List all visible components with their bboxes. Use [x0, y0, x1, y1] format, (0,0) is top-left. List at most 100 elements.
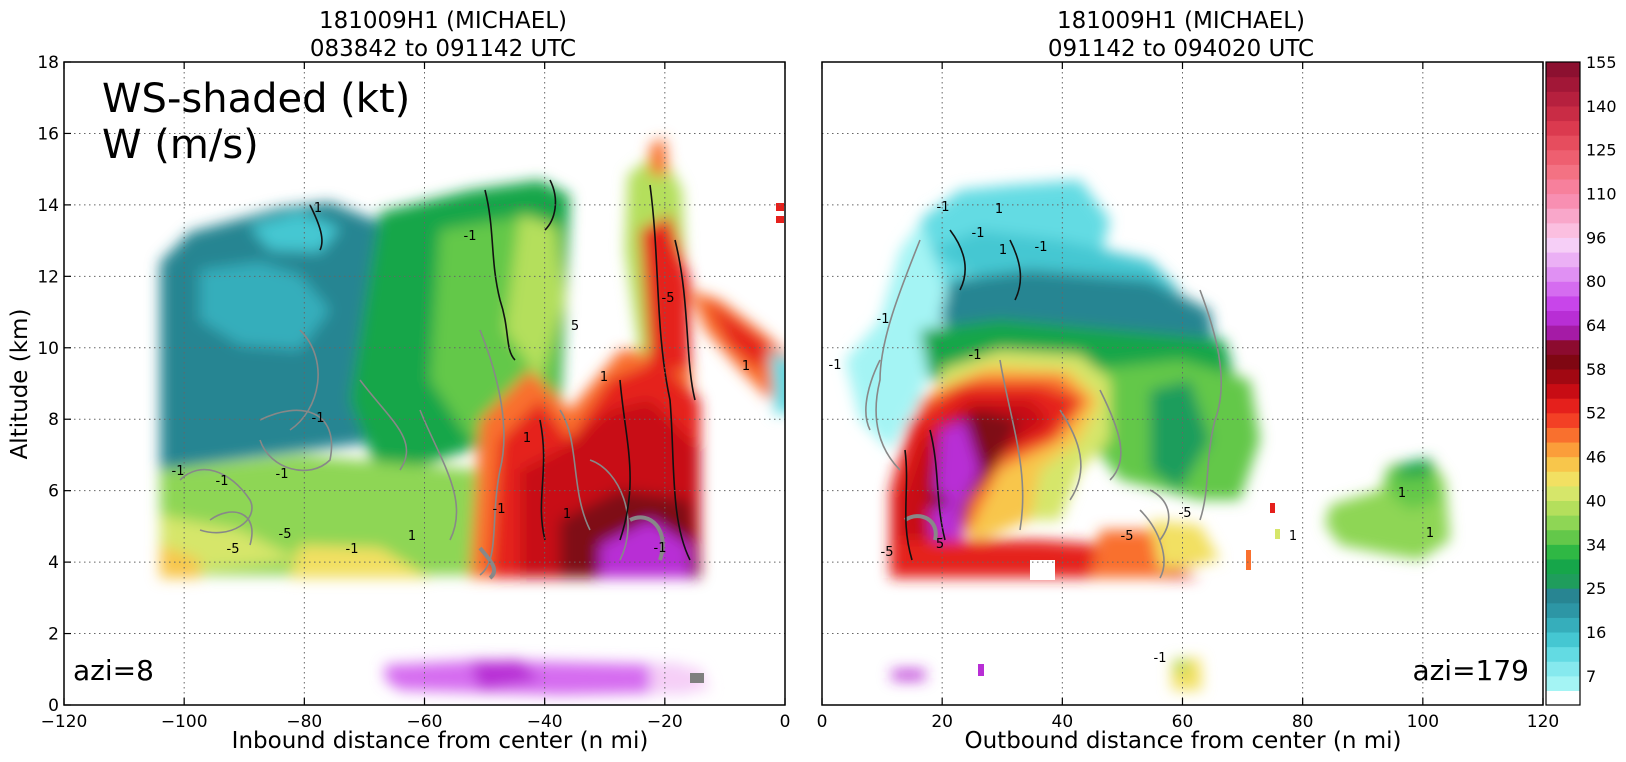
- contour-label: -5: [1179, 506, 1192, 521]
- colorbar-bin: [1546, 661, 1580, 677]
- colorbar-bin: [1546, 62, 1580, 78]
- colorbar-bin: [1546, 427, 1580, 443]
- contour-label: 5: [936, 537, 944, 552]
- contour-label: -5: [279, 527, 292, 542]
- colorbar-bin: [1546, 310, 1580, 326]
- inbound-y-ticks: 0 2 4 6 8 10 12 14 16 18: [37, 53, 71, 716]
- contour-label: -1: [1035, 240, 1048, 255]
- colorbar-bin: [1546, 573, 1580, 589]
- y-tick-label: 10: [37, 339, 59, 359]
- inbound-wind-field: [160, 138, 785, 695]
- colorbar-bin: [1546, 646, 1580, 662]
- outbound-wind-field: [845, 180, 1450, 690]
- colorbar-tick-label: 140: [1586, 97, 1617, 116]
- contour-label: -1: [493, 502, 506, 517]
- colorbar-bin: [1546, 222, 1580, 238]
- contour-label: 1: [999, 243, 1007, 258]
- y-tick-label: 14: [37, 196, 59, 216]
- contour-label: -1: [464, 229, 477, 244]
- colorbar-bin: [1546, 544, 1580, 560]
- inbound-panel: 181009H1 (MICHAEL) 083842 to 091142 UTC: [7, 8, 791, 754]
- y-tick-label: 8: [48, 410, 59, 430]
- x-tick-label: −100: [161, 712, 208, 732]
- y-tick-label: 12: [37, 267, 59, 287]
- contour-label: 1: [523, 431, 531, 446]
- colorbar-bin: [1546, 237, 1580, 253]
- inbound-grid: [64, 62, 785, 705]
- colorbar-bin: [1546, 485, 1580, 502]
- inbound-title-line2: 083842 to 091142 UTC: [310, 36, 576, 62]
- colorbar-bin: [1546, 456, 1580, 472]
- colorbar-bin: [1546, 164, 1580, 180]
- contour-label: 1: [314, 201, 322, 216]
- colorbar-tick-label: 7: [1586, 667, 1596, 686]
- inbound-contour-labels: 1 -1 -1 -1 -1 -1 -5 -5 -1 1 -1 1 5 -5 1 1 -1 1: [172, 201, 751, 557]
- colorbar-bin: [1546, 412, 1580, 428]
- contour-label: -1: [937, 200, 950, 215]
- y-axis-label: Altitude (km): [7, 309, 33, 460]
- contour-label: -5: [1121, 529, 1134, 544]
- x-tick-label: 60: [1172, 712, 1194, 732]
- colorbar-tick-label: 64: [1586, 316, 1606, 335]
- contour-label: -1: [172, 464, 185, 479]
- y-tick-label: 4: [48, 553, 59, 573]
- contour-label: -1: [654, 541, 667, 556]
- contour-label: 1: [1426, 526, 1434, 541]
- colorbar-bin: [1546, 91, 1580, 107]
- inbound-x-ticks: −120 −100 −80 −60 −40 −20 0: [41, 62, 791, 732]
- outbound-panel: 181009H1 (MICHAEL) 091142 to 094020 UTC: [817, 8, 1560, 754]
- x-tick-label: −60: [407, 712, 443, 732]
- y-tick-label: 0: [48, 696, 59, 716]
- contour-label: -5: [662, 291, 675, 306]
- colorbar-tick-label: 125: [1586, 141, 1617, 160]
- colorbar-tick-label: 155: [1586, 53, 1617, 72]
- outbound-grid: [822, 62, 1543, 705]
- colorbar-tick-label: 80: [1586, 272, 1606, 291]
- x-tick-label: 100: [1407, 712, 1439, 732]
- colorbar-tick-label: 25: [1586, 579, 1606, 598]
- colorbar-tick-label: 16: [1586, 623, 1606, 642]
- x-tick-label: −120: [41, 712, 88, 732]
- colorbar-tick-label: 96: [1586, 228, 1606, 247]
- x-tick-label: 40: [1052, 712, 1074, 732]
- contour-label: -1: [216, 474, 229, 489]
- colorbar-tick-label: 46: [1586, 448, 1606, 467]
- outbound-x-axis-label: Outbound distance from center (n mi): [965, 728, 1402, 754]
- x-tick-label: −20: [647, 712, 683, 732]
- x-tick-label: −80: [286, 712, 322, 732]
- colorbar-bin: [1546, 602, 1580, 618]
- colorbar-bin: [1546, 208, 1580, 224]
- colorbar-bin: [1546, 178, 1580, 195]
- contour-label: 1: [600, 370, 608, 385]
- colorbar-bin: [1546, 617, 1580, 633]
- colorbar-tick-label: 34: [1586, 535, 1606, 554]
- x-tick-label: 0: [780, 712, 791, 732]
- x-tick-label: −40: [527, 712, 563, 732]
- contour-label: -1: [346, 542, 359, 557]
- x-tick-label: 0: [817, 712, 828, 732]
- colorbar-bin: [1546, 266, 1580, 282]
- colorbar-ticks: 7 16 25 34 40 46 52 58 64 80 96 110 125 140 155: [1586, 53, 1617, 686]
- contour-label: 1: [1289, 529, 1297, 544]
- colorbar-bin: [1546, 500, 1580, 516]
- colorbar-frame: [1545, 61, 1581, 706]
- colorbar-bin: [1546, 339, 1580, 355]
- outbound-title-line2: 091142 to 094020 UTC: [1048, 36, 1314, 62]
- colorbar-bin: [1546, 76, 1580, 92]
- outbound-title-line1: 181009H1 (MICHAEL): [1057, 8, 1305, 34]
- y-tick-label: 2: [48, 625, 59, 645]
- colorbar-bins: [1546, 62, 1580, 706]
- inbound-x-axis-label: Inbound distance from center (n mi): [232, 728, 649, 754]
- colorbar-bin: [1546, 471, 1580, 487]
- contour-label: -5: [881, 545, 894, 560]
- colorbar-bin: [1546, 149, 1580, 165]
- colorbar-bin: [1546, 588, 1580, 604]
- contour-label: 1: [995, 202, 1003, 217]
- colorbar-tick-label: 58: [1586, 360, 1606, 379]
- colorbar-bin: [1546, 325, 1580, 341]
- contour-label: -1: [1154, 651, 1167, 666]
- colorbar-bin: [1546, 105, 1580, 122]
- colorbar-bin: [1546, 295, 1580, 312]
- colorbar-bin: [1546, 441, 1580, 458]
